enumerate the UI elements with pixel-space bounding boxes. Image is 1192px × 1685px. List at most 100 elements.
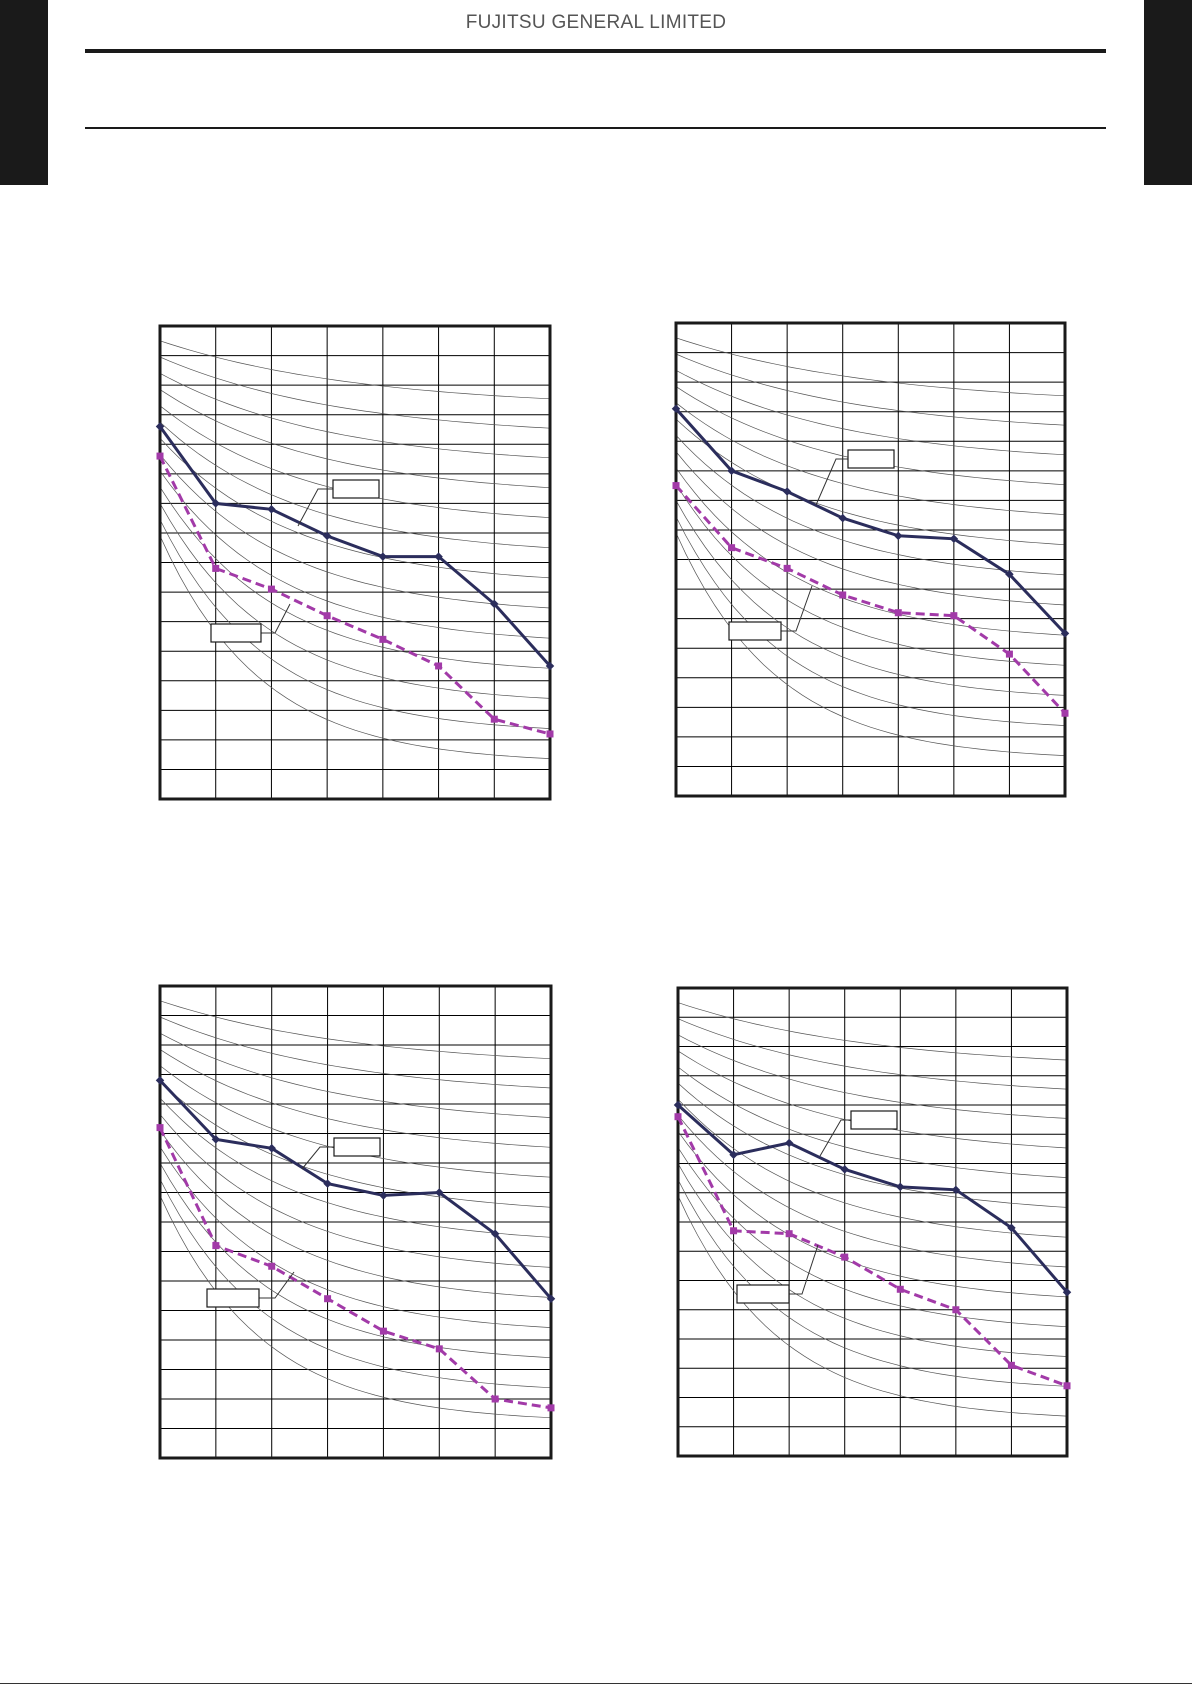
chart-frame [676, 986, 1069, 1458]
performance-curve [677, 1131, 1068, 1298]
series-b-label-leader [259, 1271, 295, 1299]
performance-curves [675, 337, 1066, 756]
section-tab-left [0, 0, 48, 185]
performance-curve [159, 405, 551, 519]
chart-grid [676, 323, 1065, 796]
chart-frame [674, 321, 1067, 798]
performance-curve [159, 486, 551, 669]
performance-curve [159, 1081, 552, 1208]
series-b-point [674, 1113, 682, 1121]
series-a-point [727, 466, 736, 476]
performance-curve [159, 1000, 552, 1060]
performance-curve [677, 1050, 1068, 1149]
series-a-label-box [847, 449, 895, 469]
series-b-point [435, 662, 443, 670]
series-a-point [435, 1188, 444, 1197]
performance-curve [677, 1098, 1068, 1238]
series-b-point [728, 544, 736, 552]
performance-curve [675, 337, 1066, 397]
series-b-point [491, 1395, 499, 1403]
series-a-point [838, 513, 847, 523]
performance-curve [675, 402, 1066, 516]
series-b-line [158, 1126, 552, 1410]
series-a-line [677, 1103, 1069, 1294]
series-b-point [950, 612, 958, 620]
series-a-label-leader [815, 458, 848, 506]
performance-curve [675, 483, 1066, 666]
series-b-point [672, 482, 680, 490]
series-b-point [547, 1404, 555, 1412]
series-b-point [324, 1295, 332, 1303]
series-b-point [783, 564, 791, 572]
series-a-point [434, 552, 443, 561]
performance-curve [677, 1082, 1068, 1208]
series-a-point [894, 531, 903, 541]
series-b-point [323, 612, 331, 620]
performance-curve [159, 503, 551, 699]
series-a-point [322, 531, 332, 541]
performance-curve [677, 1066, 1068, 1178]
performance-curve [159, 356, 551, 429]
performance-curve [159, 1162, 552, 1359]
performance-curves [159, 1000, 552, 1419]
performance-curve [159, 1130, 552, 1298]
series-b-point [1005, 650, 1013, 658]
series-a-point [378, 552, 388, 561]
series-a-point [490, 599, 499, 609]
performance-curve [159, 1049, 552, 1148]
series-a-line [158, 1079, 553, 1300]
series-a-point [546, 1294, 556, 1303]
series-b-label-box [736, 1284, 790, 1304]
series-a-point [211, 499, 220, 508]
performance-curve [159, 1016, 552, 1089]
header-rule-second [85, 127, 1106, 129]
series-b-label-box [206, 1288, 260, 1308]
series-a-point [267, 505, 276, 514]
series-a-point [896, 1182, 905, 1192]
series-b-label-leader [789, 1244, 819, 1295]
performance-curve [159, 519, 551, 729]
series-b-point [1063, 1382, 1071, 1390]
series-a-point [782, 487, 792, 496]
series-b-point [435, 1345, 443, 1353]
series-a-label-box [850, 1110, 898, 1130]
performance-curve [159, 1097, 552, 1238]
header-rule-top [85, 49, 1106, 53]
performance-curve [677, 1002, 1068, 1061]
performance-curve [677, 1179, 1068, 1387]
series-b-line [674, 484, 1067, 715]
series-a-line [158, 425, 552, 668]
fan-performance-chart-bottom-right [673, 986, 1072, 1458]
performance-curve [159, 535, 551, 759]
performance-curve [159, 1032, 552, 1118]
series-a-point [1005, 570, 1014, 579]
performance-curve [675, 500, 1066, 696]
performance-curve [675, 418, 1066, 546]
performance-curve [675, 516, 1066, 726]
series-a-point [490, 1229, 500, 1239]
performance-curve [677, 1147, 1068, 1328]
series-b-label-leader [261, 603, 291, 634]
performance-curve [677, 1114, 1068, 1268]
series-b-point [212, 564, 220, 572]
series-b-point [268, 1262, 276, 1270]
series-b-point [839, 591, 847, 599]
performance-curve [675, 532, 1066, 756]
performance-curve [159, 389, 551, 489]
series-b-point [894, 609, 902, 617]
performance-curve [675, 467, 1066, 636]
fan-performance-chart-top-right [671, 321, 1070, 798]
performance-curve [677, 1018, 1068, 1090]
series-b-point [1007, 1361, 1015, 1369]
series-a-point [949, 534, 959, 544]
performance-curve [159, 1114, 552, 1268]
series-b-point [730, 1227, 738, 1235]
footer-rule [0, 1683, 1192, 1684]
performance-curve [159, 1179, 552, 1389]
series-a-point [1062, 1287, 1072, 1297]
performance-curve [675, 369, 1066, 456]
performance-curve [159, 340, 551, 400]
series-a-line [674, 407, 1067, 635]
series-b-point [212, 1242, 220, 1250]
series-b-point [156, 1124, 164, 1132]
